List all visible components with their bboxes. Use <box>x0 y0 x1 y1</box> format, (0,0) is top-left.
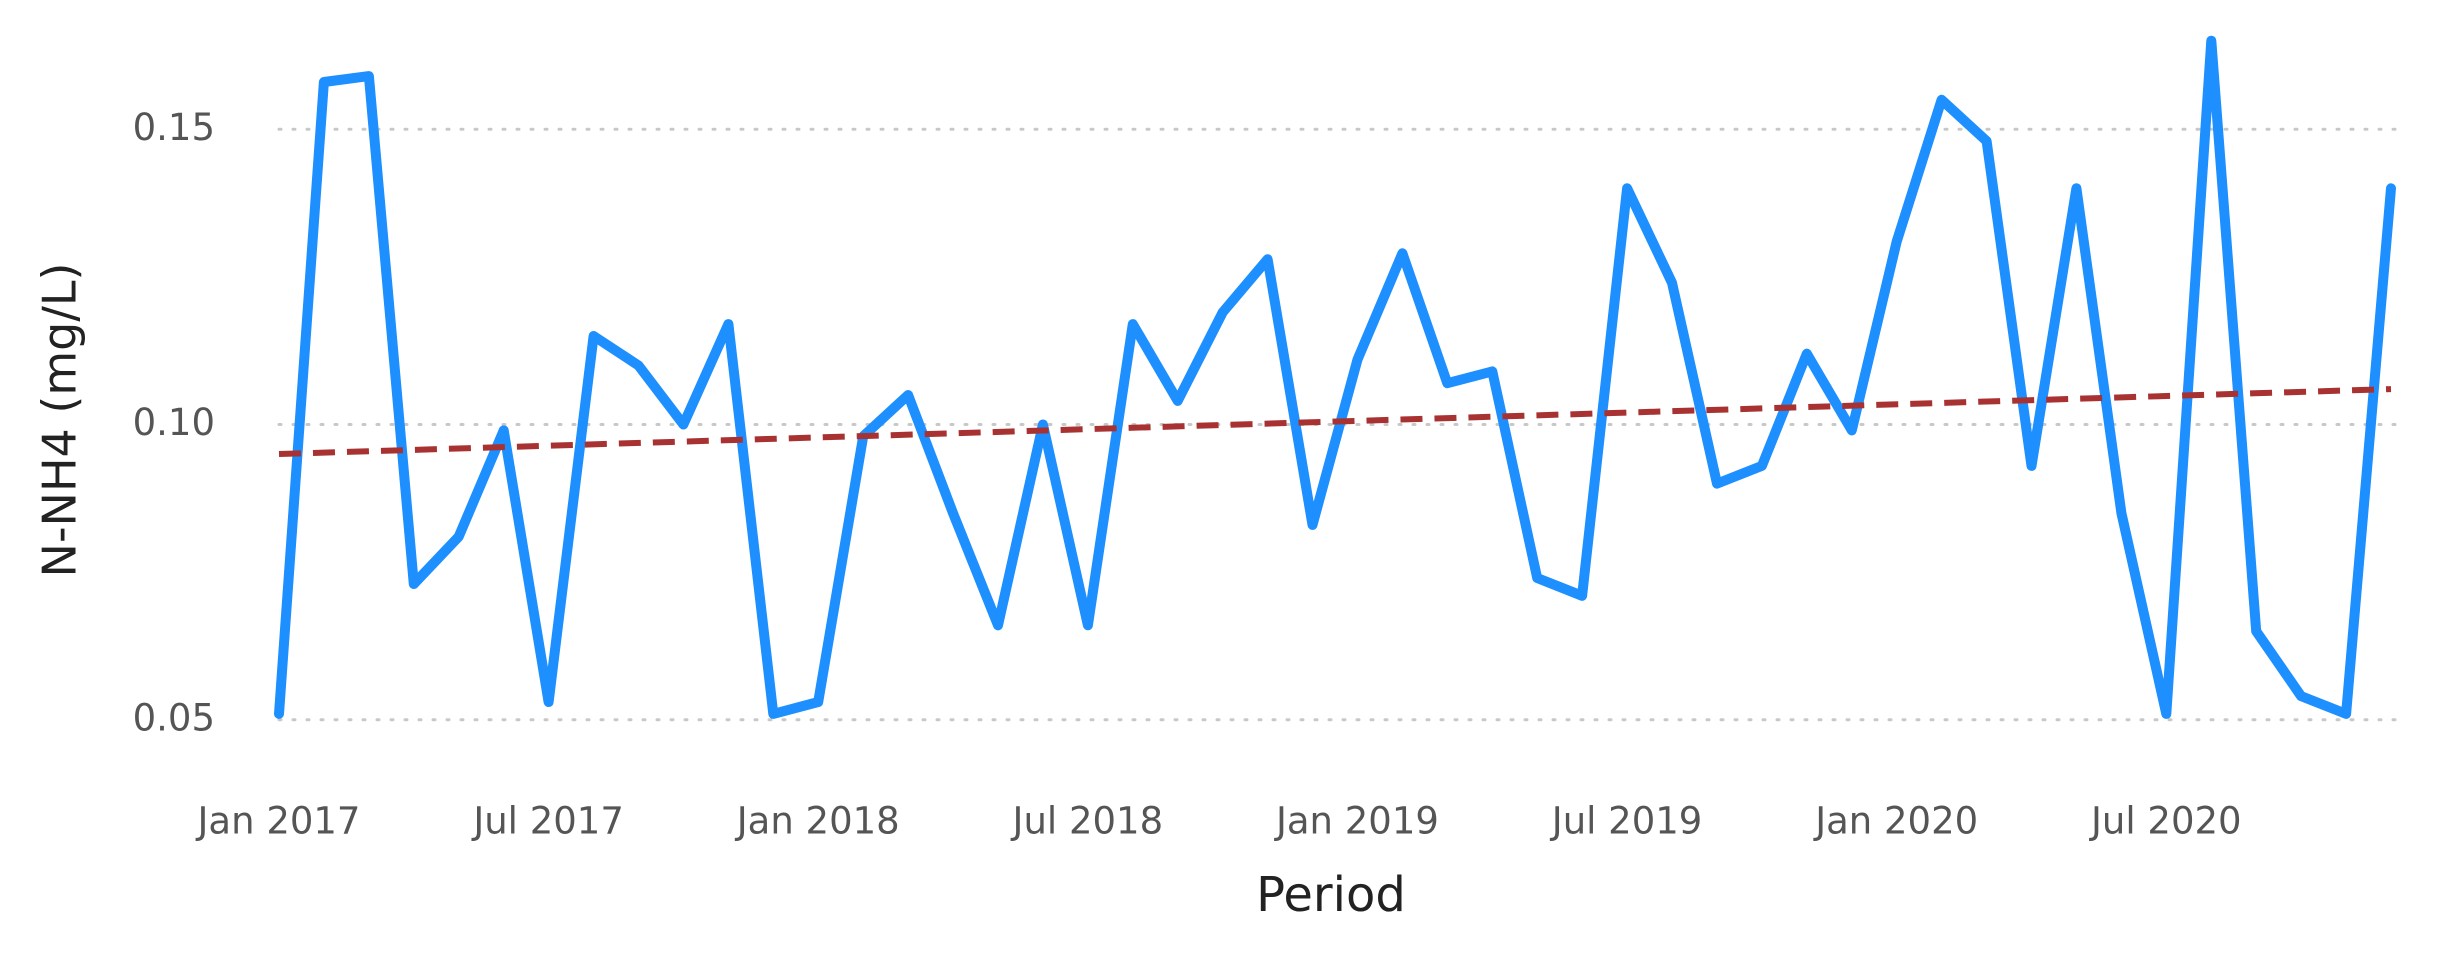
x-tick-label: Jan 2019 <box>1274 800 1439 843</box>
y-tick-label: 0.05 <box>133 696 215 739</box>
x-tick-label: Jul 2017 <box>471 800 624 843</box>
x-axis-title: Period <box>1256 867 1406 923</box>
x-tick-label: Jul 2019 <box>1550 800 1703 843</box>
x-tick-label: Jan 2020 <box>1813 800 1978 843</box>
y-tick-label: 0.10 <box>133 401 215 444</box>
x-tick-label: Jul 2020 <box>2089 800 2242 843</box>
trend-line <box>278 386 2392 457</box>
y-tick-label: 0.15 <box>133 106 215 149</box>
y-axis-title: N-NH4 (mg/L) <box>33 263 87 578</box>
x-tick-label: Jul 2018 <box>1011 800 1164 843</box>
data-line <box>274 35 2396 719</box>
x-tick-label: Jan 2017 <box>196 800 361 843</box>
x-tick-label: Jan 2018 <box>735 800 900 843</box>
